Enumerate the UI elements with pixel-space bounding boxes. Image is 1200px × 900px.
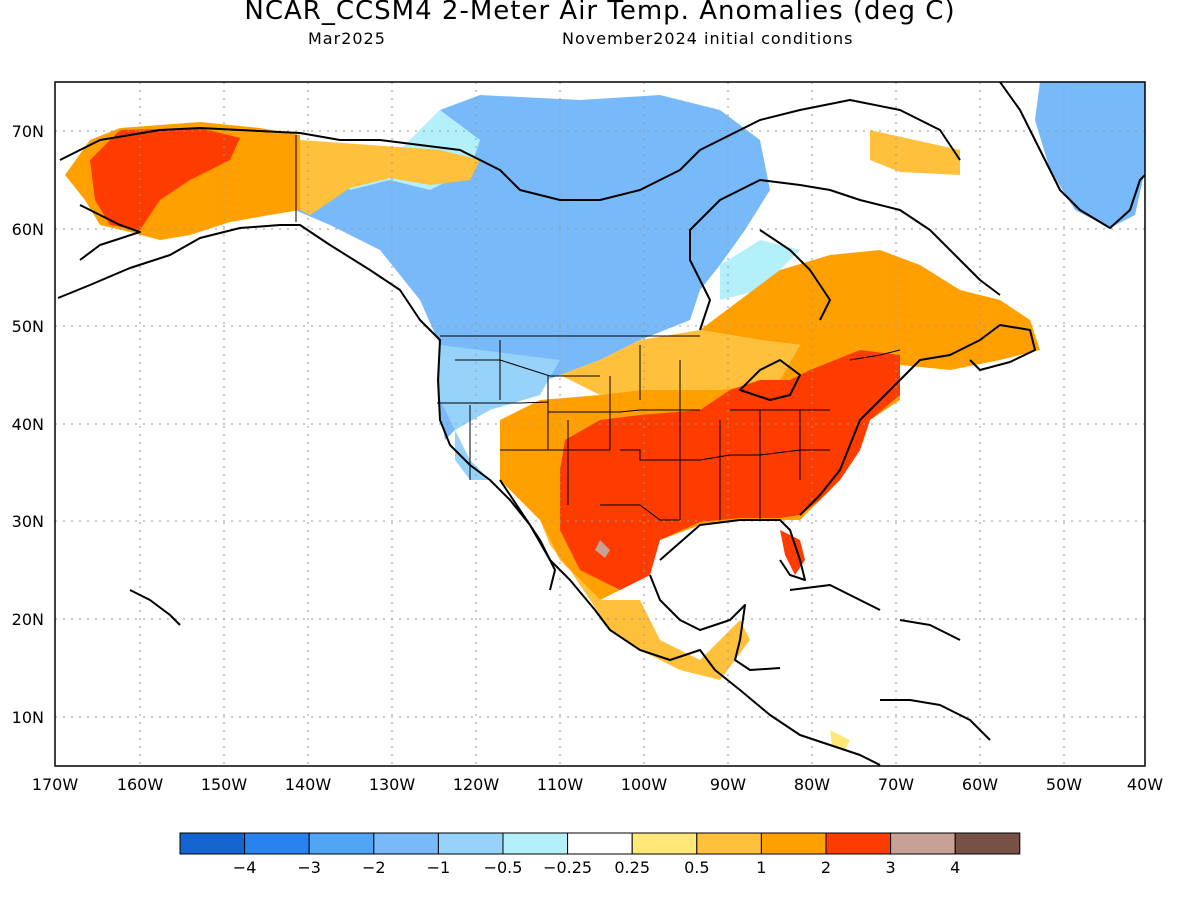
legend-swatch — [954, 832, 1021, 855]
legend-swatch — [502, 832, 569, 855]
coastlines — [57, 82, 1145, 766]
legend-label: 3 — [886, 858, 896, 877]
lat-label: 30N — [12, 512, 44, 531]
legend-swatch — [437, 832, 504, 855]
legend-swatch — [373, 832, 439, 855]
lon-label: 50W — [1046, 775, 1082, 794]
valid-month: Mar2025 — [308, 29, 386, 48]
lat-label: 60N — [12, 220, 44, 239]
legend-label: −3 — [297, 858, 321, 877]
map-frame — [54, 81, 1146, 767]
lon-label: 160W — [117, 775, 164, 794]
color-legend: −4 −3 −2 −1 −0.5 −0.25 0.25 0.5 1 2 3 4 — [179, 832, 1021, 877]
lon-axis: 170W 160W 150W 140W 130W 120W 110W 100W … — [32, 775, 1163, 794]
legend-label: 4 — [950, 858, 960, 877]
legend-label: −0.5 — [484, 858, 523, 877]
lon-label: 170W — [32, 775, 79, 794]
legend-swatch — [825, 832, 892, 855]
lon-label: 90W — [710, 775, 746, 794]
lat-axis: 70N 60N 50N 40N 30N 20N 10N — [12, 122, 44, 727]
lat-label: 70N — [12, 122, 44, 141]
lon-label: 40W — [1127, 775, 1163, 794]
political-borders — [295, 135, 901, 521]
lon-label: 100W — [621, 775, 668, 794]
legend-swatch — [308, 832, 375, 855]
lon-label: 110W — [537, 775, 584, 794]
anomaly-fills — [65, 82, 1145, 750]
lon-label: 80W — [794, 775, 830, 794]
map-title: NCAR_CCSM4 2-Meter Air Temp. Anomalies (… — [244, 0, 956, 26]
initial-conditions: November2024 initial conditions — [562, 29, 854, 48]
legend-label: −0.25 — [543, 858, 592, 877]
lon-label: 70W — [878, 775, 914, 794]
lon-label: 150W — [201, 775, 248, 794]
legend-swatch — [631, 832, 698, 855]
map-area — [55, 82, 1145, 766]
legend-label: 0.25 — [614, 858, 650, 877]
lon-label: 130W — [369, 775, 416, 794]
legend-label: 1 — [756, 858, 766, 877]
legend-swatch — [179, 832, 246, 855]
legend-swatch — [760, 832, 827, 855]
legend-label: 2 — [821, 858, 831, 877]
lon-label: 140W — [285, 775, 332, 794]
lat-label: 20N — [12, 610, 44, 629]
legend-label: −1 — [427, 858, 451, 877]
legend-swatch — [890, 832, 956, 855]
lat-label: 50N — [12, 317, 44, 336]
legend-swatch — [567, 832, 633, 855]
legend-swatch — [696, 832, 762, 855]
legend-swatch — [244, 832, 310, 855]
legend-label: −4 — [233, 858, 257, 877]
lon-label: 120W — [453, 775, 500, 794]
lon-label: 60W — [962, 775, 998, 794]
legend-label: −2 — [362, 858, 386, 877]
lat-label: 10N — [12, 708, 44, 727]
lat-label: 40N — [12, 415, 44, 434]
legend-label: 0.5 — [684, 858, 709, 877]
